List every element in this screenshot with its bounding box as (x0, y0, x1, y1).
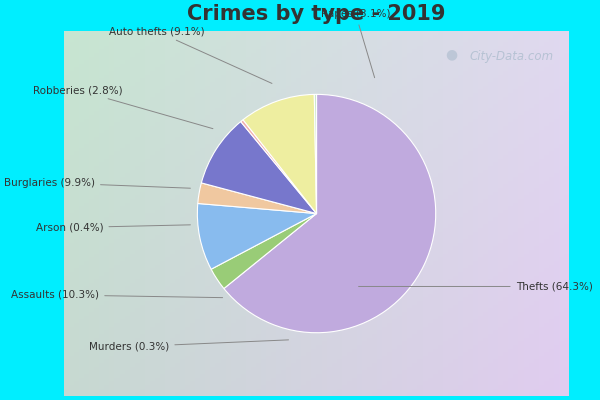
Wedge shape (224, 94, 436, 333)
Text: Assaults (10.3%): Assaults (10.3%) (11, 290, 223, 300)
Text: Arson (0.4%): Arson (0.4%) (36, 222, 190, 232)
Title: Crimes by type - 2019: Crimes by type - 2019 (187, 4, 446, 24)
Text: Robberies (2.8%): Robberies (2.8%) (34, 85, 213, 129)
Text: Thefts (64.3%): Thefts (64.3%) (359, 282, 593, 292)
Wedge shape (243, 94, 317, 214)
Wedge shape (198, 183, 317, 214)
Text: Rapes (3.1%): Rapes (3.1%) (321, 10, 391, 78)
Text: Auto thefts (9.1%): Auto thefts (9.1%) (109, 26, 272, 84)
Wedge shape (211, 214, 317, 288)
Wedge shape (314, 94, 317, 214)
Wedge shape (202, 122, 317, 214)
Text: Murders (0.3%): Murders (0.3%) (89, 340, 289, 352)
Wedge shape (197, 204, 317, 269)
Text: ●: ● (446, 48, 458, 62)
Text: City-Data.com: City-Data.com (470, 50, 554, 62)
Wedge shape (241, 120, 317, 214)
Text: Burglaries (9.9%): Burglaries (9.9%) (4, 178, 190, 188)
